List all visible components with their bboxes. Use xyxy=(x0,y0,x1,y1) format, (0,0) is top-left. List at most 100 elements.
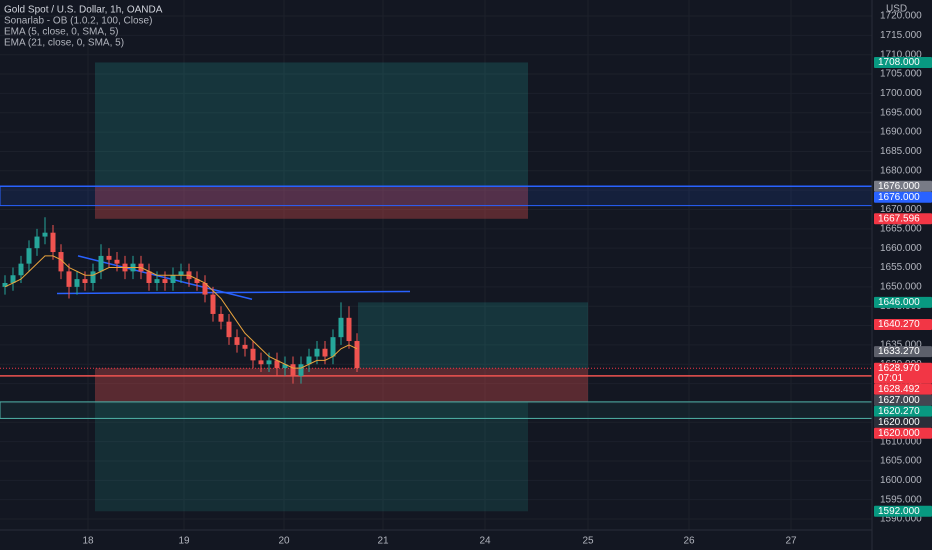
candle-body xyxy=(170,275,176,283)
candles xyxy=(2,217,360,384)
x-tick-label: 25 xyxy=(582,536,594,547)
y-tick-label: 1590.000 xyxy=(880,514,922,525)
y-tick-label: 1655.000 xyxy=(880,262,922,273)
y-tick-label: 1715.000 xyxy=(880,30,922,41)
y-tick-label: 1700.000 xyxy=(880,88,922,99)
x-tick-label: 19 xyxy=(178,536,190,547)
y-tick-label: 1720.000 xyxy=(880,11,922,22)
y-tick-label: 1660.000 xyxy=(880,243,922,254)
candle-body xyxy=(242,344,248,349)
candle-body xyxy=(314,348,320,357)
price-tag-label: 1708.000 xyxy=(878,57,920,68)
y-tick-label: 1670.000 xyxy=(880,204,922,215)
candle-body xyxy=(34,236,40,249)
chart-title: Gold Spot / U.S. Dollar, 1h, OANDA xyxy=(4,5,163,16)
y-tick-label: 1690.000 xyxy=(880,127,922,138)
price-tag xyxy=(874,416,932,428)
price-tag-label: 1646.000 xyxy=(878,297,920,308)
x-tick-label: 24 xyxy=(479,536,491,547)
zone xyxy=(95,401,528,512)
candle-body xyxy=(258,360,264,365)
drawings xyxy=(0,62,873,512)
candle-body xyxy=(194,279,200,283)
ema-line xyxy=(4,255,358,369)
candle-body xyxy=(210,294,216,314)
y-tick-label: 1635.000 xyxy=(880,340,922,351)
indicator: EMA (21, close, 0, SMA, 5) xyxy=(4,38,124,49)
zone xyxy=(95,368,588,402)
y-tick-label: 1685.000 xyxy=(880,146,922,157)
price-tag xyxy=(874,319,932,331)
zone xyxy=(0,185,873,207)
countdown: 07:01 xyxy=(878,373,903,384)
indicator: EMA (5, close, 0, SMA, 5) xyxy=(4,27,118,38)
price-tag xyxy=(874,180,932,192)
price-tag xyxy=(874,394,932,406)
y-tick-label: 1600.000 xyxy=(880,475,922,486)
x-tick-label: 27 xyxy=(785,536,797,547)
candle-body xyxy=(306,356,312,365)
zone xyxy=(358,302,588,369)
candle-body xyxy=(322,348,328,357)
candle-body xyxy=(290,364,296,376)
price-tag xyxy=(874,405,932,417)
candle-body xyxy=(338,317,344,338)
candle-body xyxy=(354,341,360,369)
candle-body xyxy=(282,364,288,369)
x-tick-label: 20 xyxy=(278,536,290,547)
price-tag-label: 1592.000 xyxy=(878,506,920,517)
trend-line xyxy=(56,290,411,295)
y-tick-label: 1595.000 xyxy=(880,494,922,505)
price-tag-label: 1676.000 xyxy=(878,181,920,192)
candle-body xyxy=(74,279,80,287)
candle-body xyxy=(162,279,168,283)
candle-body xyxy=(154,279,160,283)
candle-body xyxy=(178,271,184,276)
grid xyxy=(0,0,872,530)
candle-body xyxy=(58,252,64,272)
price-tag xyxy=(874,296,932,308)
price-tag-label: 1620.000 xyxy=(878,417,920,428)
candle-body xyxy=(26,248,32,264)
candle-body xyxy=(226,321,232,338)
candle-body xyxy=(42,232,48,237)
candle-body xyxy=(250,348,256,361)
price-tag xyxy=(874,505,932,517)
legend: Gold Spot / U.S. Dollar, 1h, OANDA Sonar… xyxy=(4,5,163,49)
y-tick-label: 1710.000 xyxy=(880,49,922,60)
price-tag-label: 1628.492 xyxy=(878,384,920,395)
candle-body xyxy=(274,360,280,369)
price-tag xyxy=(874,213,932,225)
price-tag-label: 1640.270 xyxy=(878,319,920,330)
candle-body xyxy=(82,279,88,283)
candle-body xyxy=(218,313,224,322)
price-tag-label: 1620.000 xyxy=(878,428,920,439)
price-tag-label: 1667.596 xyxy=(878,213,920,224)
price-tag xyxy=(874,191,932,203)
candle-body xyxy=(346,317,352,342)
price-tag-label: 1633.270 xyxy=(878,346,920,357)
candle-body xyxy=(50,232,56,253)
candle-body xyxy=(266,360,272,365)
indicator: Sonarlab - OB (1.0.2, 100, Close) xyxy=(4,16,152,27)
candle-body xyxy=(234,337,240,345)
y-tick-label: 1650.000 xyxy=(880,282,922,293)
y-tick-label: 1680.000 xyxy=(880,165,922,176)
price-tag xyxy=(874,346,932,358)
candle-body xyxy=(98,255,104,272)
price-tag-label: 1620.270 xyxy=(878,406,920,417)
x-tick-label: 21 xyxy=(377,536,389,547)
y-tick-label: 1610.000 xyxy=(880,436,922,447)
zone xyxy=(95,186,528,219)
price-tag xyxy=(874,56,932,68)
x-tick-label: 26 xyxy=(683,536,695,547)
price-tag-label: 1676.000 xyxy=(878,192,920,203)
candle-body xyxy=(106,255,112,260)
candle-body xyxy=(146,271,152,283)
y-tick-label: 1695.000 xyxy=(880,107,922,118)
candle-body xyxy=(2,282,8,287)
zone xyxy=(0,401,873,419)
